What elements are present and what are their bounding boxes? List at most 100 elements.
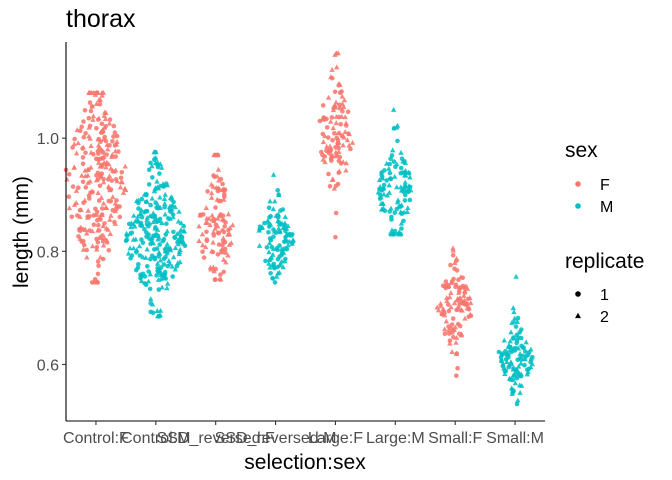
data-point <box>441 312 448 318</box>
data-point <box>507 338 513 344</box>
data-point <box>387 209 393 214</box>
data-point <box>93 177 100 183</box>
data-point <box>218 272 223 278</box>
legend-key-circle <box>575 291 581 297</box>
data-point <box>154 263 161 269</box>
data-point <box>459 300 465 306</box>
data-point <box>178 220 184 226</box>
data-point <box>162 200 168 206</box>
data-point <box>128 220 135 226</box>
data-point <box>522 349 528 354</box>
data-point <box>159 276 165 282</box>
data-point <box>221 196 227 202</box>
data-point <box>123 187 129 193</box>
data-point <box>97 163 103 169</box>
data-point <box>202 244 209 250</box>
data-point <box>164 280 171 286</box>
data-point <box>345 109 351 114</box>
data-point <box>168 194 175 200</box>
data-point <box>444 295 450 300</box>
data-point <box>270 171 277 177</box>
data-point <box>456 307 461 312</box>
data-point <box>95 218 100 223</box>
data-point <box>200 249 205 254</box>
data-point <box>448 262 453 268</box>
data-point <box>379 174 385 180</box>
data-point <box>99 121 105 126</box>
data-point <box>390 106 397 112</box>
data-point <box>340 133 346 139</box>
data-point <box>268 271 273 276</box>
data-point <box>199 242 206 248</box>
data-point <box>512 348 518 353</box>
data-point <box>96 151 101 156</box>
data-point <box>112 148 119 154</box>
data-point <box>335 141 341 147</box>
data-point <box>277 254 282 259</box>
data-point <box>396 229 402 235</box>
data-point <box>162 204 167 210</box>
data-point <box>75 213 80 218</box>
data-point <box>457 323 463 329</box>
data-point <box>85 214 90 219</box>
data-point <box>267 198 273 204</box>
data-point <box>114 133 120 139</box>
data-point <box>81 134 87 140</box>
data-point <box>66 205 73 211</box>
data-point <box>515 397 521 403</box>
data-point <box>215 230 221 236</box>
data-point <box>272 198 278 204</box>
data-point <box>136 243 143 249</box>
data-point <box>163 232 169 237</box>
data-point <box>90 116 96 122</box>
data-point <box>343 120 349 126</box>
data-point <box>219 216 226 222</box>
data-point <box>102 116 109 122</box>
data-point <box>139 274 144 279</box>
data-point <box>180 240 187 246</box>
y-axis-label: length (mm) <box>10 176 33 288</box>
data-point <box>158 270 163 276</box>
legend-label-F: F <box>600 177 610 194</box>
data-point <box>95 142 102 148</box>
data-point <box>135 213 141 219</box>
data-point <box>513 324 519 329</box>
data-point <box>96 228 102 233</box>
data-point <box>266 260 272 266</box>
data-point <box>118 179 124 185</box>
data-point <box>207 222 213 228</box>
data-point <box>96 214 103 220</box>
data-point <box>279 258 285 264</box>
data-point <box>157 161 164 167</box>
data-point <box>87 123 93 129</box>
data-point <box>71 164 77 170</box>
data-point <box>95 240 101 245</box>
data-point <box>275 218 281 224</box>
data-point <box>346 131 351 136</box>
data-point <box>220 235 227 241</box>
data-point <box>165 245 172 251</box>
data-point <box>138 211 144 217</box>
data-point <box>521 345 526 351</box>
data-point <box>208 190 215 196</box>
data-point <box>522 362 527 368</box>
data-point <box>320 139 327 145</box>
data-point <box>108 165 114 171</box>
data-point <box>81 242 87 248</box>
data-point <box>146 167 152 173</box>
data-point <box>172 266 179 272</box>
data-point <box>123 230 130 236</box>
data-point <box>88 108 94 114</box>
data-point <box>457 295 464 301</box>
data-point <box>114 178 120 184</box>
data-point <box>143 254 149 260</box>
data-point <box>220 213 226 218</box>
data-point <box>119 170 125 175</box>
data-point <box>99 92 105 98</box>
data-point <box>330 176 336 182</box>
data-point <box>208 194 215 200</box>
data-point <box>443 279 449 284</box>
data-point <box>100 129 106 134</box>
data-point <box>171 199 176 205</box>
